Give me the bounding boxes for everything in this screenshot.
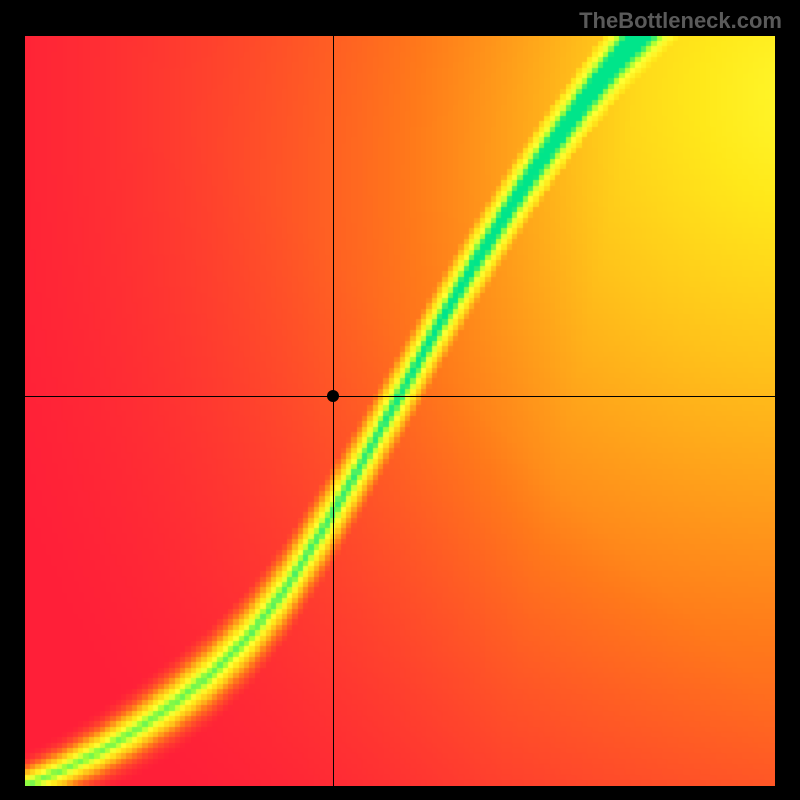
- crosshair-vertical: [333, 36, 334, 786]
- heatmap-canvas: [25, 36, 775, 786]
- heatmap-plot: [25, 36, 775, 786]
- data-point-marker: [327, 390, 339, 402]
- crosshair-horizontal: [25, 396, 775, 397]
- watermark-text: TheBottleneck.com: [579, 8, 782, 34]
